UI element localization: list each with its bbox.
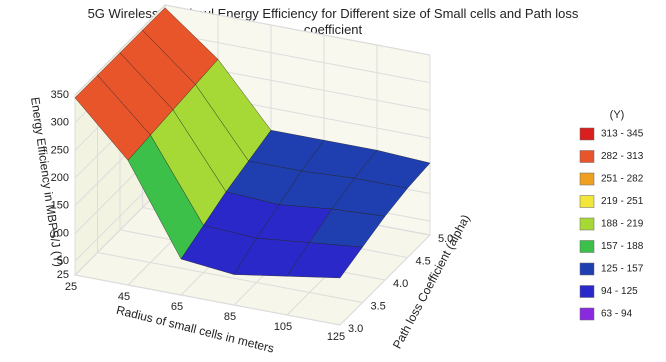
z-tick-label: 200 bbox=[51, 172, 69, 184]
legend-label: 313 - 345 bbox=[601, 129, 644, 140]
x-tick-label: 65 bbox=[171, 301, 183, 313]
x-tick-label: 45 bbox=[118, 291, 130, 303]
x-tick-label: 125 bbox=[327, 331, 345, 343]
legend-label: 94 - 125 bbox=[601, 286, 638, 297]
z-tick-label: 250 bbox=[51, 144, 69, 156]
legend-swatch bbox=[579, 262, 595, 276]
z-tick-label: 350 bbox=[51, 89, 69, 101]
legend-label: 219 - 251 bbox=[601, 196, 644, 207]
legend-swatch bbox=[579, 240, 595, 253]
x-tick-label: 25 bbox=[65, 281, 77, 293]
legend-label: 282 - 313 bbox=[601, 151, 644, 162]
z-tick-label: 150 bbox=[51, 200, 69, 212]
surface-patch bbox=[286, 242, 363, 279]
y-tick-label: 5.0 bbox=[438, 233, 453, 245]
y-tick-label: 3.0 bbox=[348, 323, 363, 335]
grid-line bbox=[74, 95, 341, 326]
legend-swatch bbox=[579, 307, 595, 321]
x-tick-label: 105 bbox=[274, 321, 292, 333]
legend-swatch bbox=[579, 195, 595, 208]
legend-label: 157 - 188 bbox=[601, 241, 644, 252]
y-tick-label: 4.0 bbox=[393, 278, 408, 290]
grid-line bbox=[97, 72, 363, 303]
z-tick-label: 100 bbox=[51, 227, 69, 239]
y-tick-label: 4.5 bbox=[416, 255, 431, 267]
x-tick-label: 85 bbox=[224, 311, 236, 323]
legend-swatch bbox=[579, 127, 595, 141]
legend-swatch bbox=[579, 285, 595, 298]
legend-title: (Y) bbox=[610, 109, 625, 121]
legend-swatch bbox=[579, 217, 595, 231]
z-tick-label: 300 bbox=[51, 117, 69, 129]
legend-label: 63 - 94 bbox=[601, 309, 633, 320]
z-tick-label: 50 bbox=[57, 255, 69, 267]
legend-label: 251 - 282 bbox=[601, 174, 644, 185]
y-tick-label: 3.5 bbox=[371, 300, 386, 312]
x-axis-label: Radius of small cells in meters bbox=[115, 303, 276, 356]
legend-swatch bbox=[579, 172, 595, 186]
legend-label: 125 - 157 bbox=[601, 264, 644, 275]
z-tick-label: 25 bbox=[57, 269, 69, 281]
legend-label: 188 - 219 bbox=[601, 219, 644, 230]
legend-swatch bbox=[579, 150, 595, 163]
